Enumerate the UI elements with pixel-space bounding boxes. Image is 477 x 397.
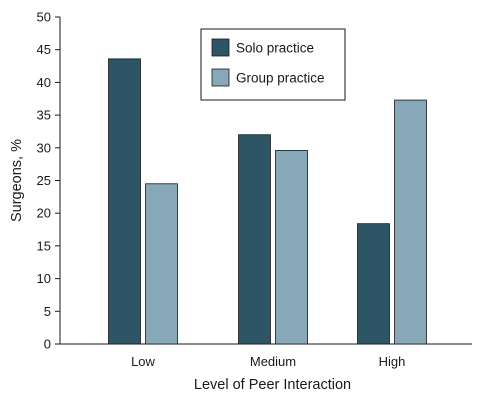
bar-solo-practice-low	[108, 58, 141, 345]
legend-swatch-group-practice	[211, 68, 230, 87]
bar-group-practice-high	[394, 99, 427, 345]
x-axis: Low Medium High	[60, 343, 472, 369]
legend: Solo practice Group practice	[200, 28, 346, 101]
y-tick-label: 15	[37, 238, 51, 253]
bars	[108, 58, 427, 345]
x-axis-title: Level of Peer Interaction	[194, 377, 351, 393]
y-tick-label: 5	[44, 304, 51, 319]
y-tick-label: 40	[37, 75, 51, 90]
y-tick-label: 50	[37, 10, 51, 25]
legend-swatch-solo-practice	[211, 38, 230, 57]
bar-solo-practice-high	[357, 223, 390, 345]
x-tick-label: Medium	[250, 354, 296, 369]
y-tick-label: 25	[37, 173, 51, 188]
y-tick-label: 45	[37, 42, 51, 57]
y-tick-label: 30	[37, 140, 51, 155]
y-tick-label: 10	[37, 271, 51, 286]
legend-label-solo-practice: Solo practice	[236, 41, 314, 56]
y-axis-title: Surgeons, %	[9, 139, 25, 222]
y-tick-label: 35	[37, 108, 51, 123]
x-tick-label: High	[379, 354, 406, 369]
y-tick-label: 0	[44, 337, 51, 352]
y-axis: 0 5 10 15 20 25 30 35 40 45 50	[37, 10, 61, 352]
bar-group-practice-medium	[275, 150, 308, 345]
y-tick-label: 20	[37, 206, 51, 221]
bar-group-practice-low	[145, 183, 178, 345]
legend-label-group-practice: Group practice	[236, 71, 325, 86]
x-tick-label: Low	[131, 354, 155, 369]
bar-solo-practice-medium	[238, 134, 271, 345]
